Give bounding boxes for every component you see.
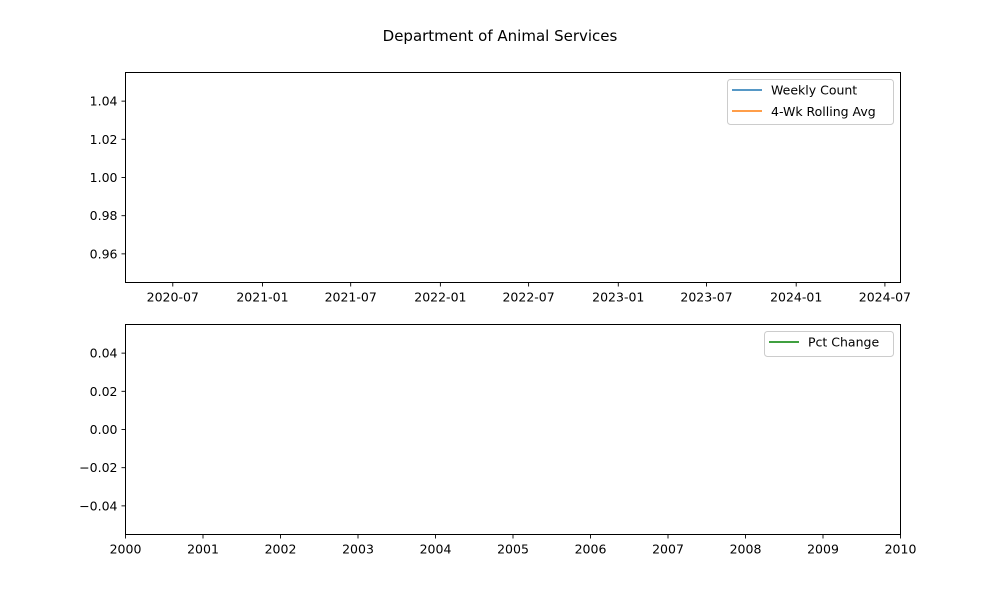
bottom-x-tick-2004-label: 2004 <box>420 542 452 557</box>
top-y-tick-2-label: 1.00 <box>90 170 118 185</box>
bottom-y-axis: 0.04 0.02 0.00 −0.02 −0.04 <box>79 346 126 513</box>
top-x-tick-2021-07-label: 2021-07 <box>325 290 377 305</box>
top-x-tick-2021-01-label: 2021-01 <box>236 290 288 305</box>
top-x-tick-2023-07-label: 2023-07 <box>680 290 732 305</box>
top-x-axis: 2020-07 2021-01 2021-07 2022-01 2022-07 2023-… <box>147 282 911 305</box>
bottom-x-tick-2010-label: 2010 <box>885 542 917 557</box>
top-x-tick-2022-01-label: 2022-01 <box>414 290 466 305</box>
legend-label-rolling-avg: 4-Wk Rolling Avg <box>771 104 876 119</box>
bottom-chart: 2000 2001 2002 2003 2004 2005 2006 2007 2008 2009… <box>79 324 917 557</box>
top-x-tick-2023-01-label: 2023-01 <box>592 290 644 305</box>
bottom-y-tick-4-label: −0.04 <box>79 498 117 513</box>
bottom-x-tick-2006-label: 2006 <box>575 542 607 557</box>
top-x-tick-2024-01-label: 2024-01 <box>770 290 822 305</box>
top-legend: Weekly Count 4-Wk Rolling Avg <box>727 79 894 125</box>
top-y-axis: 0.96 0.98 1.00 1.02 1.04 <box>90 94 126 261</box>
top-y-tick-3-label: 1.02 <box>90 132 118 147</box>
bottom-x-tick-2002-label: 2002 <box>265 542 297 557</box>
top-legend-box <box>727 79 894 125</box>
bottom-x-tick-2000-label: 2000 <box>110 542 142 557</box>
bottom-x-tick-2008-label: 2008 <box>730 542 762 557</box>
top-x-tick-2020-07-label: 2020-07 <box>147 290 199 305</box>
legend-label-pct-change: Pct Change <box>808 335 879 350</box>
bottom-legend: Pct Change <box>764 331 894 357</box>
top-y-tick-4-label: 1.04 <box>90 94 118 109</box>
top-x-tick-2024-07-label: 2024-07 <box>859 290 911 305</box>
top-chart: 2020-07 2021-01 2021-07 2022-01 2022-07 2023-… <box>90 72 911 305</box>
bottom-y-tick-3-label: −0.02 <box>79 460 117 475</box>
bottom-legend-box <box>764 331 894 357</box>
bottom-x-tick-2005-label: 2005 <box>497 542 529 557</box>
bottom-x-tick-2009-label: 2009 <box>807 542 839 557</box>
bottom-y-tick-2-label: 0.00 <box>90 422 118 437</box>
bottom-y-tick-0-label: 0.04 <box>90 346 118 361</box>
bottom-x-axis: 2000 2001 2002 2003 2004 2005 2006 2007 2008 2009… <box>110 534 917 557</box>
figure-title: Department of Animal Services <box>383 27 618 45</box>
bottom-x-tick-2001-label: 2001 <box>187 542 219 557</box>
bottom-y-tick-1-label: 0.02 <box>90 384 118 399</box>
bottom-x-tick-2007-label: 2007 <box>652 542 684 557</box>
bottom-x-tick-2003-label: 2003 <box>342 542 374 557</box>
top-y-tick-1-label: 0.98 <box>90 208 118 223</box>
legend-label-weekly-count: Weekly Count <box>771 83 857 98</box>
top-x-tick-2022-07-label: 2022-07 <box>502 290 554 305</box>
top-y-tick-0-label: 0.96 <box>90 246 118 261</box>
